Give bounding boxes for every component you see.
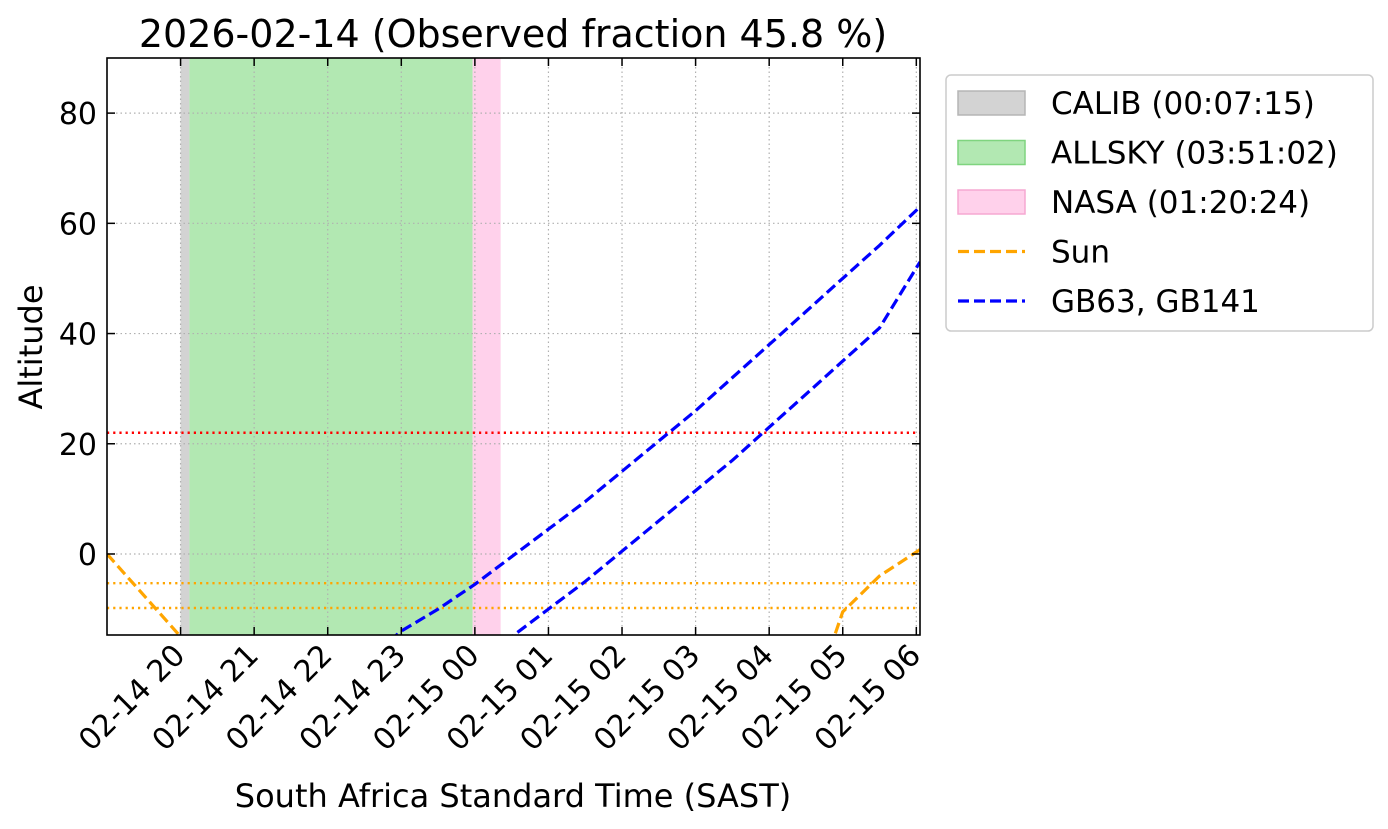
legend-swatch-1 bbox=[957, 139, 1026, 166]
y-tick-label-0: 0 bbox=[78, 538, 97, 573]
span-2 bbox=[472, 58, 501, 635]
altitude-curves bbox=[107, 205, 920, 635]
y-tick-label-4: 80 bbox=[59, 97, 97, 132]
y-tick-label-1: 20 bbox=[59, 428, 97, 463]
observation-spans bbox=[180, 58, 501, 635]
legend-label-0: CALIB (00:07:15) bbox=[1051, 86, 1315, 122]
legend-frame bbox=[945, 74, 1374, 332]
legend-label-4: GB63, GB141 bbox=[1051, 284, 1260, 320]
chart-title: 2026-02-14 (Observed fraction 45.8 %) bbox=[139, 12, 887, 56]
y-axis-label: Altitude bbox=[12, 284, 50, 409]
legend-swatch-0 bbox=[957, 90, 1026, 116]
series-line-0 bbox=[107, 548, 920, 635]
y-tick-label-2: 40 bbox=[59, 318, 97, 353]
span-1 bbox=[189, 58, 473, 635]
y-tick-label-3: 60 bbox=[59, 207, 97, 242]
grid-lines bbox=[107, 58, 920, 635]
series-line-2 bbox=[511, 261, 920, 635]
legend: CALIB (00:07:15) ALLSKY (03:51:02) NASA (0… bbox=[945, 74, 1374, 332]
span-0 bbox=[180, 58, 190, 635]
legend-label-3: Sun bbox=[1051, 235, 1110, 271]
legend-label-2: NASA (01:20:24) bbox=[1051, 185, 1310, 221]
x-axis-label: South Africa Standard Time (SAST) bbox=[235, 777, 791, 815]
legend-label-1: ALLSKY (03:51:02) bbox=[1051, 136, 1338, 172]
reference-lines bbox=[107, 431, 920, 610]
series-line-1 bbox=[394, 205, 920, 635]
legend-swatch-2 bbox=[957, 189, 1026, 215]
plot-frame bbox=[106, 57, 921, 636]
